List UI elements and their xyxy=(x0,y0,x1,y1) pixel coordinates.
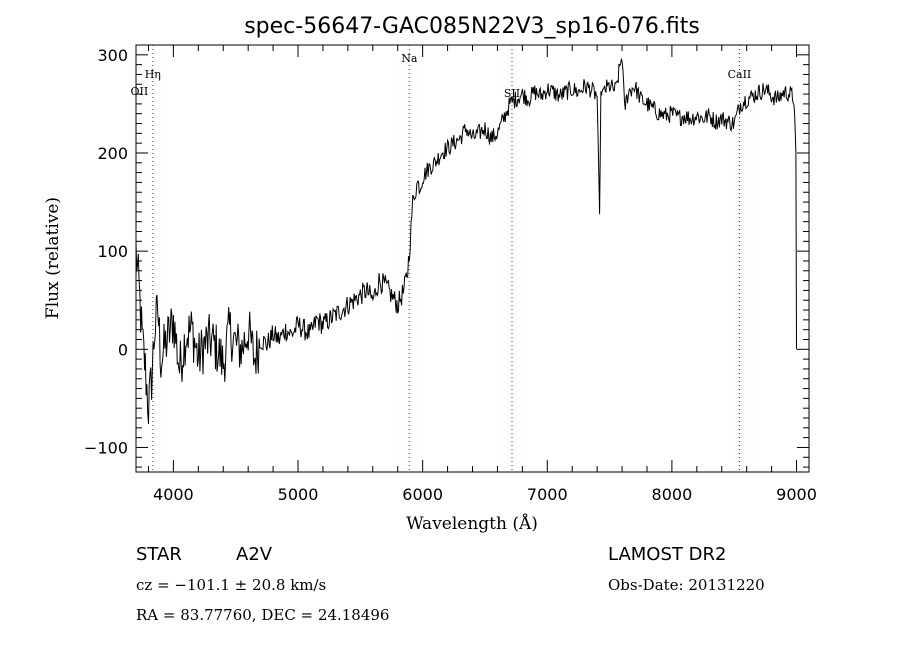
annotation-label: CaII xyxy=(728,68,752,81)
annotation-label: Na xyxy=(401,52,418,65)
object-class: STAR xyxy=(136,544,182,565)
y-tick-label: 0 xyxy=(118,340,128,359)
y-axis-label: Flux (relative) xyxy=(43,197,63,319)
axis-ticks xyxy=(136,44,809,472)
object-subclass: A2V xyxy=(236,544,273,565)
x-tick-label: 9000 xyxy=(776,485,817,504)
spectrum-line xyxy=(135,57,797,424)
x-tick-label: 4000 xyxy=(153,485,194,504)
y-tick-label: 300 xyxy=(97,46,128,65)
y-tick-label: −100 xyxy=(84,438,128,457)
annotation-label: OII xyxy=(131,85,149,98)
x-tick-label: 5000 xyxy=(278,485,319,504)
series-group xyxy=(135,57,797,424)
chart-title: spec-56647-GAC085N22V3_sp16-076.fits xyxy=(244,14,700,39)
x-tick-label: 8000 xyxy=(652,485,693,504)
annotation-labels: OII Hη Na SII CaII xyxy=(131,52,752,100)
y-tick-label: 200 xyxy=(97,144,128,163)
ra-dec: RA = 83.77760, DEC = 24.18496 xyxy=(136,606,389,624)
y-tick-label: 100 xyxy=(97,242,128,261)
observation-date: Obs-Date: 20131220 xyxy=(608,576,765,594)
annotation-label: SII xyxy=(504,87,520,100)
x-tick-label: 6000 xyxy=(402,485,443,504)
survey-name: LAMOST DR2 xyxy=(608,544,726,565)
annotation-label: Hη xyxy=(145,68,161,81)
x-axis-label: Wavelength (Å) xyxy=(406,513,538,534)
axis-tick-labels: 4000 5000 6000 7000 8000 9000 −100 0 100 200 300 xyxy=(84,46,817,504)
annotation-lines xyxy=(152,45,740,472)
x-tick-label: 7000 xyxy=(527,485,568,504)
redshift-cz: cz = −101.1 ± 20.8 km/s xyxy=(136,576,326,594)
